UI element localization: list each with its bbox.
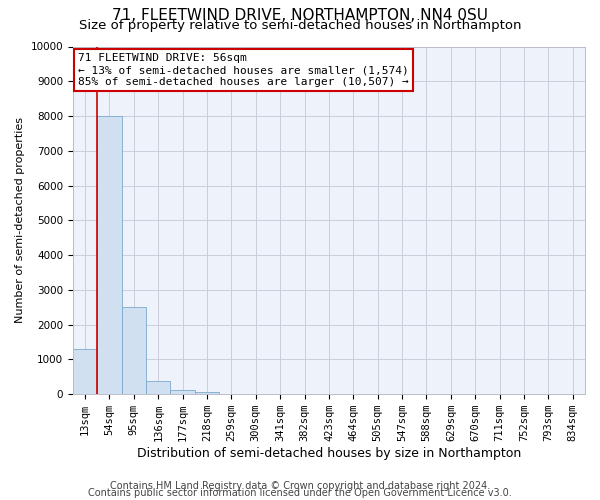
Text: Contains HM Land Registry data © Crown copyright and database right 2024.: Contains HM Land Registry data © Crown c… [110,481,490,491]
Bar [122,308,146,394]
Bar [73,349,97,394]
Y-axis label: Number of semi-detached properties: Number of semi-detached properties [15,118,25,324]
Bar [146,381,170,394]
Text: Size of property relative to semi-detached houses in Northampton: Size of property relative to semi-detach… [79,19,521,32]
Bar [97,116,122,394]
Text: Contains public sector information licensed under the Open Government Licence v3: Contains public sector information licen… [88,488,512,498]
Bar [195,392,219,394]
Bar [170,390,195,394]
Text: 71 FLEETWIND DRIVE: 56sqm
← 13% of semi-detached houses are smaller (1,574)
85% : 71 FLEETWIND DRIVE: 56sqm ← 13% of semi-… [78,54,409,86]
X-axis label: Distribution of semi-detached houses by size in Northampton: Distribution of semi-detached houses by … [137,447,521,460]
Text: 71, FLEETWIND DRIVE, NORTHAMPTON, NN4 0SU: 71, FLEETWIND DRIVE, NORTHAMPTON, NN4 0S… [112,8,488,22]
